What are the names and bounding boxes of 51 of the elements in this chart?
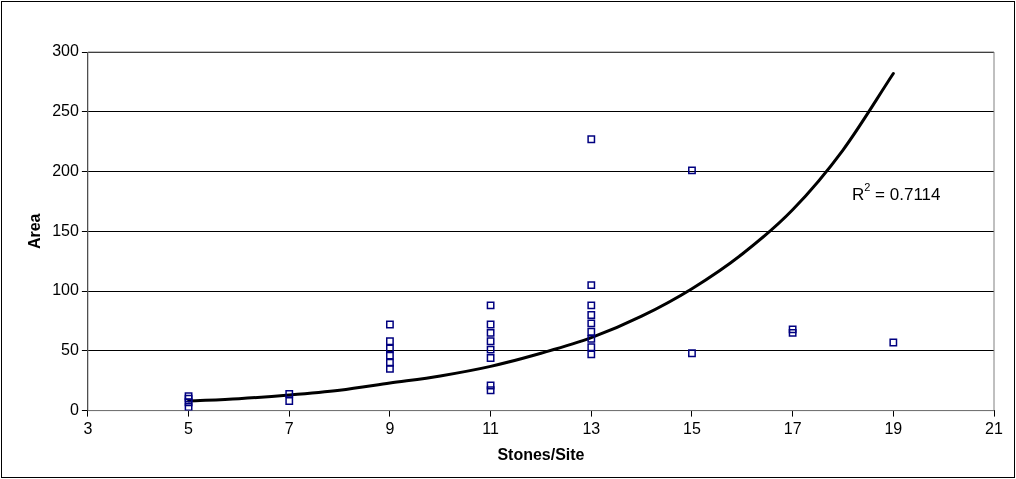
- point: [486, 320, 495, 329]
- point: [587, 135, 596, 144]
- y-tick-label: 300: [52, 42, 79, 60]
- point: [184, 398, 193, 407]
- point: [587, 301, 596, 310]
- point: [688, 349, 696, 358]
- point: [486, 354, 495, 362]
- point: [587, 281, 596, 290]
- y-axis-title: Area: [26, 213, 44, 250]
- point: [184, 403, 193, 411]
- point: [788, 328, 797, 337]
- point: [386, 344, 394, 353]
- y-tick-label: 0: [69, 401, 79, 419]
- x-tick-label: 7: [284, 419, 294, 437]
- point: [386, 358, 394, 367]
- x-tick-label: 19: [884, 419, 903, 437]
- point: [889, 338, 898, 347]
- point: [486, 345, 495, 354]
- x-tick-label: 13: [582, 419, 601, 437]
- y-tick-label: 200: [52, 161, 79, 179]
- x-tick-label: 3: [83, 419, 93, 437]
- point: [587, 350, 596, 359]
- x-tick-label: 15: [683, 419, 701, 437]
- point: [587, 311, 596, 319]
- y-tick-label: 50: [61, 341, 79, 359]
- point: [285, 397, 294, 405]
- x-tick-label: 9: [385, 419, 395, 437]
- y-tick-label: 100: [52, 281, 79, 299]
- point: [688, 166, 696, 175]
- x-axis-title: Stones/Site: [497, 445, 585, 463]
- point: [486, 381, 495, 390]
- point: [587, 319, 596, 328]
- point: [486, 337, 495, 346]
- point: [386, 351, 394, 360]
- y-tick-label: 250: [52, 102, 79, 120]
- point: [386, 364, 394, 373]
- x-tick-label: 5: [184, 419, 194, 437]
- point: [587, 334, 596, 343]
- x-tick-label: 17: [783, 419, 802, 437]
- x-tick-label: 21: [985, 419, 1003, 437]
- point: [386, 337, 394, 346]
- point: [587, 327, 596, 336]
- point: [486, 328, 495, 337]
- point: [486, 386, 495, 395]
- point: [587, 343, 596, 352]
- point: [285, 389, 294, 398]
- y-tick-label: 150: [52, 221, 79, 239]
- x-tick-label: 11: [482, 419, 500, 437]
- point: [486, 301, 495, 310]
- point: [386, 320, 394, 329]
- point: [788, 325, 797, 334]
